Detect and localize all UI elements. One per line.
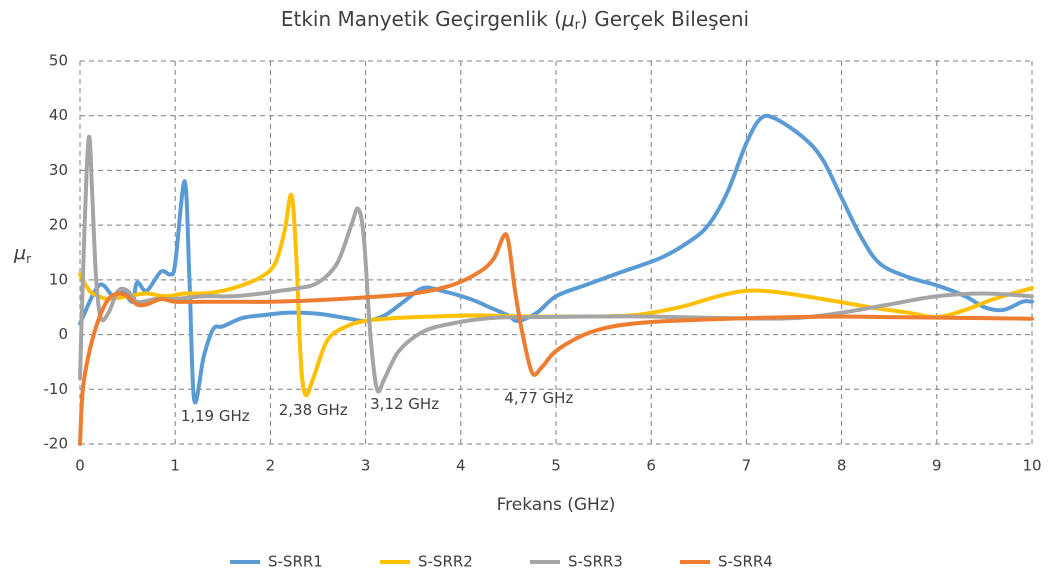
annotation: 1,19 GHz	[181, 407, 250, 425]
x-tick-label: 9	[932, 457, 942, 475]
x-axis-label: Frekans (GHz)	[497, 495, 616, 515]
title-part: μ	[561, 7, 575, 31]
y-tick-label: -20	[44, 435, 69, 453]
title-part: r	[575, 18, 581, 33]
ylabel-part: r	[26, 252, 31, 266]
x-tick-label: 4	[456, 457, 466, 475]
y-axis-label: μr	[13, 242, 31, 266]
legend-label: S-SRR4	[718, 553, 773, 571]
y-tick-label: 20	[49, 216, 68, 234]
x-tick-label: 3	[361, 457, 371, 475]
ylabel-part: μ	[13, 242, 26, 264]
legend-label: S-SRR3	[568, 553, 623, 571]
title-part: ) Gerçek Bileşeni	[580, 7, 749, 31]
series-line	[78, 232, 1034, 446]
x-tick-label: 6	[646, 457, 656, 475]
x-tick-label: 1	[170, 457, 180, 475]
x-tick-label: 5	[551, 457, 561, 475]
y-tick-label: 50	[49, 52, 68, 70]
legend-label: S-SRR1	[268, 553, 323, 571]
y-tick-label: 10	[49, 270, 68, 288]
x-tick-label: 0	[75, 457, 85, 475]
x-tick-label: 8	[837, 457, 847, 475]
annotation: 4,77 GHz	[504, 389, 573, 407]
y-tick-label: 30	[49, 161, 68, 179]
chart-title: Etkin Manyetik Geçirgenlik (μr) Gerçek B…	[281, 7, 749, 33]
title-part: Etkin Manyetik Geçirgenlik (	[281, 7, 562, 31]
series-line	[78, 113, 1034, 405]
series-line	[78, 193, 1034, 398]
x-tick-label: 7	[742, 457, 752, 475]
y-tick-label: 0	[58, 325, 68, 343]
annotation: 2,38 GHz	[279, 401, 348, 419]
x-tick-label: 10	[1022, 457, 1041, 475]
annotation: 3,12 GHz	[370, 395, 439, 413]
legend-label: S-SRR2	[418, 553, 473, 571]
y-tick-label: -10	[44, 380, 69, 398]
x-tick-label: 2	[266, 457, 276, 475]
y-tick-label: 40	[49, 106, 68, 124]
